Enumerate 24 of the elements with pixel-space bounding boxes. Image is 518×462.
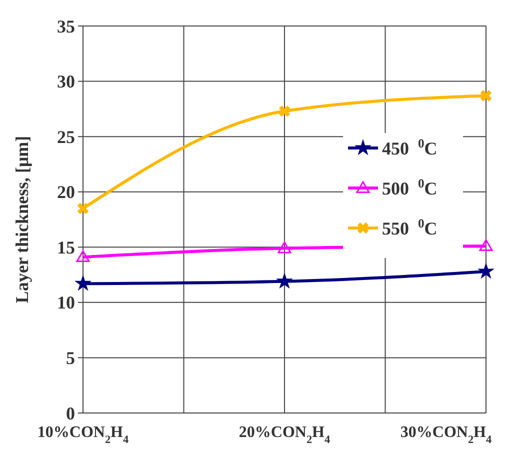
point: [276, 272, 294, 289]
legend-label: 450 $^{0}$C: [382, 136, 438, 158]
legend-label: 500 $^{0}$C: [382, 176, 438, 198]
y-tick-label: 20: [57, 182, 75, 202]
point: [278, 105, 290, 117]
x-tick-label: 30%CON$_{2}$H$_{4}$: [400, 424, 492, 446]
y-tick-label: 10: [57, 292, 75, 313]
y-tick-label: 30: [57, 72, 75, 92]
y-tick-label: 25: [57, 126, 75, 147]
y-tick-label: 0: [66, 403, 75, 424]
point: [477, 262, 495, 279]
legend-label: 550 $^{0}$C: [382, 216, 438, 238]
y-tick-label: 5: [66, 348, 75, 368]
point: [76, 250, 90, 262]
point: [480, 90, 492, 102]
point: [77, 202, 89, 214]
y-tick-label: 35: [57, 16, 75, 36]
point: [74, 274, 92, 291]
x-tick-label: 10%CON$_{2}$H$_{4}$: [37, 424, 130, 446]
y-tick-label: 15: [57, 237, 75, 258]
point: [479, 239, 493, 251]
point: [278, 242, 292, 254]
y-axis-title: Layer thickness, [μm]: [12, 136, 32, 304]
x-tick-label: 20%CON$_{2}$H$_{4}$: [238, 424, 331, 446]
